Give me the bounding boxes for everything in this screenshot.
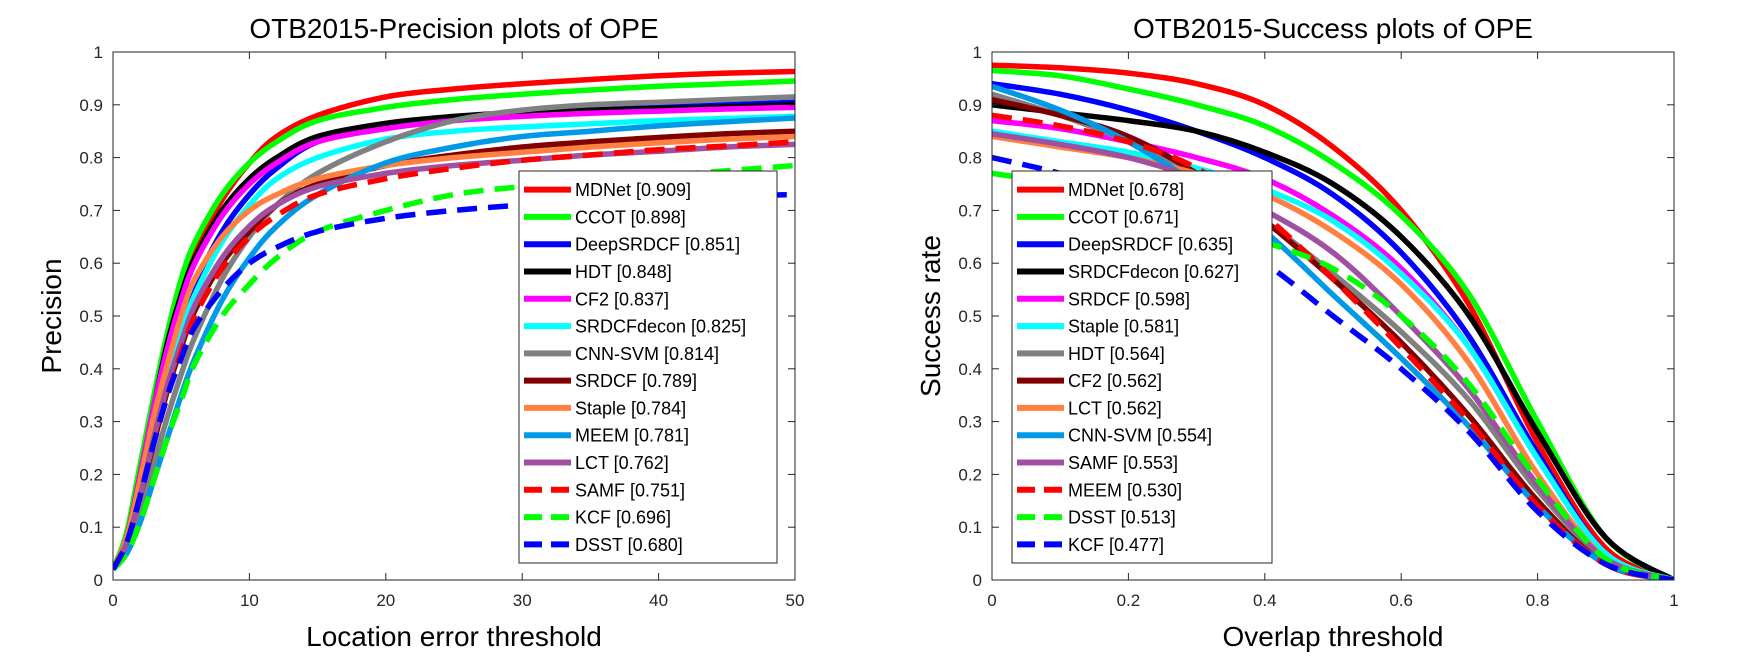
success-legend-box: [1011, 170, 1273, 564]
precision-chart: 0 10 20 30 40 50 0 0.1 0.2 0.3 0.4 0.5 0.6 0.7 0.8 0.9 1…: [36, 13, 804, 652]
precision-y-tick-label: 0.1: [79, 518, 103, 537]
success-legend-label-7: CF2 [0.562]: [1068, 371, 1162, 391]
precision-y-tick-label: 0: [94, 571, 103, 590]
success-series-line-7: [992, 96, 1674, 580]
precision-x-tick-label: 30: [513, 591, 532, 610]
precision-legend-box: [518, 170, 778, 564]
success-y-tick-label: 0.3: [958, 413, 982, 432]
precision-legend-label-11: SAMF [0.751]: [575, 480, 685, 500]
success-series-line-3: [992, 102, 1674, 580]
precision-x-tick-label: 10: [240, 591, 259, 610]
precision-legend-label-4: CF2 [0.837]: [575, 289, 669, 309]
success-x-tick-label: 1: [1669, 591, 1678, 610]
precision-chart-title: OTB2015-Precision plots of OPE: [249, 13, 658, 44]
precision-legend-label-6: CNN-SVM [0.814]: [575, 344, 719, 364]
success-chart: 0 0.2 0.4 0.6 0.8 1 0 0.1 0.2 0.3 0.4 0.5 0.6 0.7 0.8 0…: [915, 13, 1679, 652]
success-y-tick-label: 0.6: [958, 254, 982, 273]
success-y-tick-label: 0.4: [958, 360, 982, 379]
success-legend: MDNet [0.678] CCOT [0.671] DeepSRDCF [0.63…: [1011, 170, 1273, 564]
precision-legend-label-10: LCT [0.762]: [575, 453, 669, 473]
success-legend-label-11: MEEM [0.530]: [1068, 480, 1182, 500]
success-y-tick-label: 0.7: [958, 201, 982, 220]
precision-y-tick-label: 0.2: [79, 465, 103, 484]
success-legend-label-10: SAMF [0.553]: [1068, 453, 1178, 473]
success-series-line-11: [992, 112, 1674, 580]
precision-y-tick-label: 0.8: [79, 149, 103, 168]
precision-legend-label-13: DSST [0.680]: [575, 535, 683, 555]
success-x-tick-label: 0.2: [1117, 591, 1141, 610]
precision-y-tick-label: 0.3: [79, 413, 103, 432]
success-series-line-5: [992, 128, 1674, 580]
precision-x-tick-label: 0: [108, 591, 117, 610]
success-legend-label-6: HDT [0.564]: [1068, 344, 1165, 364]
precision-legend-label-12: KCF [0.696]: [575, 508, 671, 528]
success-x-tick-label: 0: [987, 591, 996, 610]
precision-x-tick-label: 50: [786, 591, 805, 610]
success-legend-label-9: CNN-SVM [0.554]: [1068, 426, 1212, 446]
precision-legend-label-2: DeepSRDCF [0.851]: [575, 235, 740, 255]
precision-y-axis-title: Precision: [36, 258, 67, 373]
precision-series-line-12: [113, 162, 795, 572]
success-y-tick-label: 1: [973, 43, 982, 62]
success-y-tick-label: 0: [973, 571, 982, 590]
success-legend-label-3: SRDCFdecon [0.627]: [1068, 262, 1239, 282]
precision-y-tick-label: 0.9: [79, 96, 103, 115]
success-legend-label-5: Staple [0.581]: [1068, 317, 1179, 337]
precision-legend-label-9: MEEM [0.781]: [575, 426, 689, 446]
precision-legend-label-8: Staple [0.784]: [575, 398, 686, 418]
success-legend-label-12: DSST [0.513]: [1068, 508, 1176, 528]
precision-x-tick-label: 20: [376, 591, 395, 610]
success-legend-label-1: CCOT [0.671]: [1068, 207, 1179, 227]
success-series-group: [992, 62, 1674, 580]
success-legend-label-2: DeepSRDCF [0.635]: [1068, 235, 1233, 255]
precision-y-tick-label: 0.6: [79, 254, 103, 273]
precision-series-line-13: [113, 191, 795, 571]
success-y-tick-label: 0.8: [958, 149, 982, 168]
success-y-axis-title: Success rate: [915, 235, 946, 397]
precision-y-tick-label: 1: [94, 43, 103, 62]
success-series-line-1: [992, 67, 1674, 580]
success-x-tick-label: 0.4: [1253, 591, 1277, 610]
precision-legend-label-1: CCOT [0.898]: [575, 207, 686, 227]
success-y-tick-label: 0.2: [958, 465, 982, 484]
success-legend-label-8: LCT [0.562]: [1068, 398, 1162, 418]
success-x-tick-label: 0.6: [1389, 591, 1413, 610]
precision-legend-label-5: SRDCFdecon [0.825]: [575, 317, 746, 337]
precision-legend: MDNet [0.909] CCOT [0.898] DeepSRDCF [0.85…: [518, 170, 778, 564]
precision-series-group: [113, 68, 795, 572]
success-legend-label-0: MDNet [0.678]: [1068, 180, 1184, 200]
precision-y-tick-label: 0.7: [79, 201, 103, 220]
precision-x-axis-title: Location error threshold: [306, 621, 602, 652]
precision-y-tick-label: 0.4: [79, 360, 103, 379]
precision-legend-label-7: SRDCF [0.789]: [575, 371, 697, 391]
precision-y-tick-label: 0.5: [79, 307, 103, 326]
success-legend-label-4: SRDCF [0.598]: [1068, 289, 1190, 309]
success-series-line-0: [992, 62, 1674, 580]
success-chart-title: OTB2015-Success plots of OPE: [1133, 13, 1533, 44]
precision-series-line-8: [113, 133, 795, 571]
precision-legend-label-0: MDNet [0.909]: [575, 180, 691, 200]
success-x-tick-label: 0.8: [1526, 591, 1550, 610]
success-y-tick-label: 0.5: [958, 307, 982, 326]
precision-legend-label-3: HDT [0.848]: [575, 262, 672, 282]
success-legend-label-13: KCF [0.477]: [1068, 535, 1164, 555]
precision-x-tick-label: 40: [649, 591, 668, 610]
success-x-axis-title: Overlap threshold: [1222, 621, 1443, 652]
success-y-tick-label: 0.9: [958, 96, 982, 115]
success-y-tick-label: 0.1: [958, 518, 982, 537]
